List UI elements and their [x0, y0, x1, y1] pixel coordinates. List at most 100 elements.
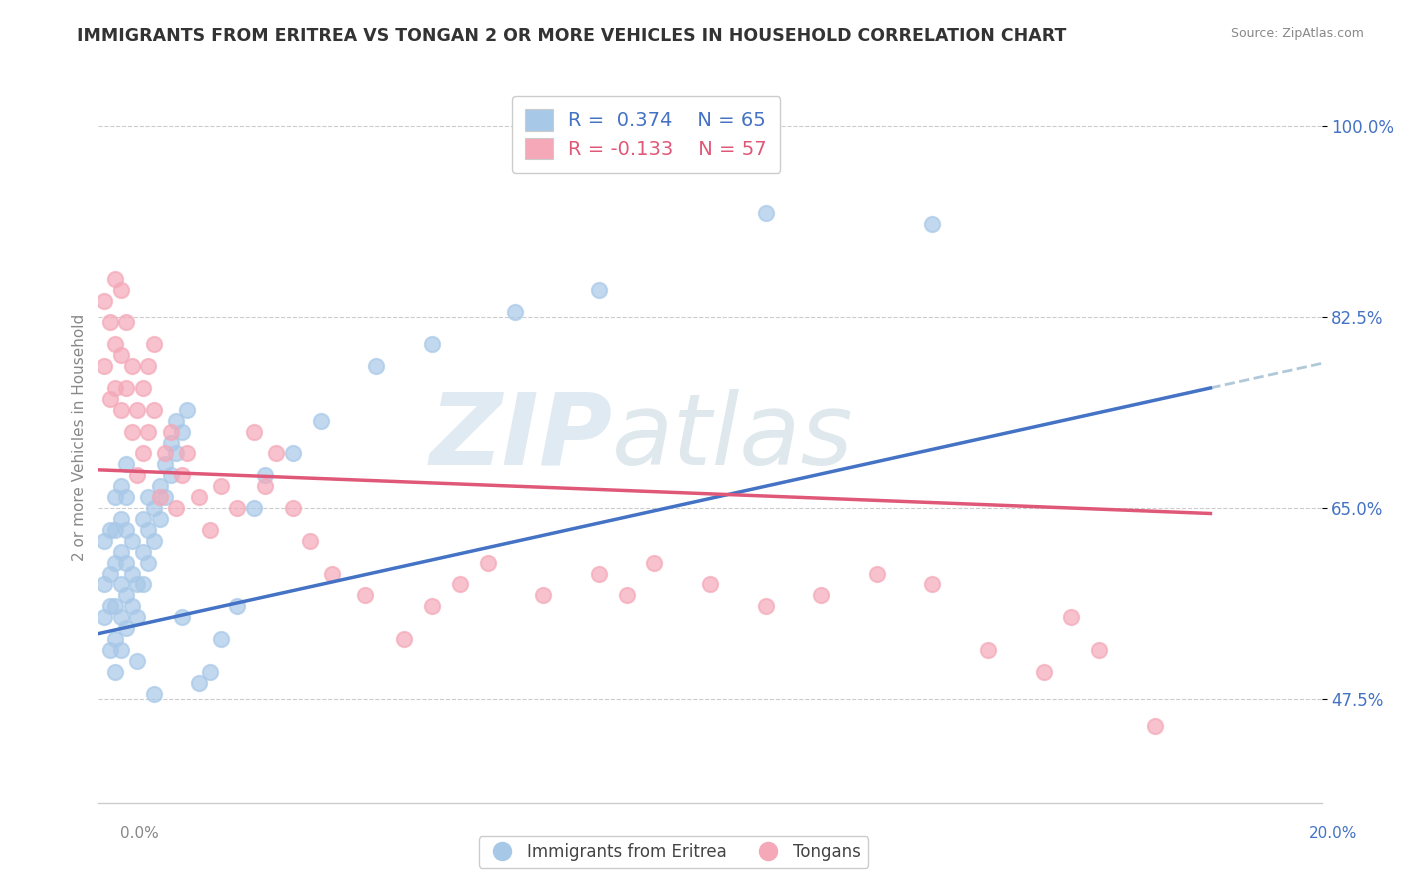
Point: [98, 523, 121, 537]
Point: [254, 479, 277, 493]
Point: [115, 621, 138, 635]
Point: [420, 599, 443, 614]
Point: [110, 283, 132, 297]
Point: [531, 588, 554, 602]
Point: [98, 315, 121, 329]
Point: [93, 359, 115, 373]
Point: [143, 687, 166, 701]
Point: [588, 283, 610, 297]
Point: [132, 446, 155, 460]
Point: [104, 272, 127, 286]
Point: [127, 654, 149, 668]
Point: [98, 566, 121, 581]
Point: [143, 402, 166, 417]
Point: [755, 206, 778, 220]
Point: [115, 523, 138, 537]
Point: [226, 599, 249, 614]
Point: [420, 337, 443, 351]
Point: [127, 402, 149, 417]
Point: [170, 610, 193, 624]
Text: Source: ZipAtlas.com: Source: ZipAtlas.com: [1230, 27, 1364, 40]
Point: [132, 577, 155, 591]
Point: [1088, 643, 1111, 657]
Point: [153, 490, 176, 504]
Point: [104, 381, 127, 395]
Text: 0.0%: 0.0%: [120, 827, 159, 841]
Point: [298, 533, 321, 548]
Point: [110, 512, 132, 526]
Point: [198, 523, 221, 537]
Point: [254, 468, 277, 483]
Point: [187, 675, 209, 690]
Point: [127, 577, 149, 591]
Text: 20.0%: 20.0%: [1309, 827, 1357, 841]
Point: [121, 599, 143, 614]
Point: [209, 632, 232, 646]
Point: [505, 304, 527, 318]
Point: [921, 217, 943, 231]
Point: [93, 533, 115, 548]
Point: [121, 425, 143, 439]
Point: [354, 588, 377, 602]
Point: [93, 610, 115, 624]
Point: [110, 545, 132, 559]
Point: [149, 479, 172, 493]
Point: [643, 556, 665, 570]
Point: [921, 577, 943, 591]
Point: [98, 392, 121, 406]
Point: [149, 512, 172, 526]
Point: [104, 599, 127, 614]
Point: [115, 588, 138, 602]
Point: [132, 545, 155, 559]
Point: [187, 490, 209, 504]
Point: [110, 402, 132, 417]
Point: [143, 533, 166, 548]
Point: [226, 501, 249, 516]
Point: [153, 446, 176, 460]
Point: [281, 501, 304, 516]
Point: [138, 490, 160, 504]
Point: [132, 512, 155, 526]
Point: [104, 490, 127, 504]
Point: [121, 533, 143, 548]
Point: [209, 479, 232, 493]
Point: [243, 425, 266, 439]
Point: [153, 458, 176, 472]
Point: [616, 588, 638, 602]
Point: [176, 402, 198, 417]
Point: [1143, 719, 1166, 733]
Point: [755, 599, 778, 614]
Point: [93, 577, 115, 591]
Point: [1060, 610, 1083, 624]
Point: [170, 468, 193, 483]
Point: [104, 556, 127, 570]
Point: [138, 359, 160, 373]
Y-axis label: 2 or more Vehicles in Household: 2 or more Vehicles in Household: [72, 313, 87, 561]
Point: [165, 501, 187, 516]
Text: IMMIGRANTS FROM ERITREA VS TONGAN 2 OR MORE VEHICLES IN HOUSEHOLD CORRELATION CH: IMMIGRANTS FROM ERITREA VS TONGAN 2 OR M…: [77, 27, 1067, 45]
Point: [699, 577, 721, 591]
Point: [266, 446, 288, 460]
Point: [159, 425, 181, 439]
Point: [132, 381, 155, 395]
Point: [127, 610, 149, 624]
Point: [159, 435, 181, 450]
Text: atlas: atlas: [612, 389, 853, 485]
Point: [110, 610, 132, 624]
Point: [1032, 665, 1054, 679]
Point: [449, 577, 471, 591]
Point: [104, 523, 127, 537]
Point: [115, 556, 138, 570]
Point: [115, 381, 138, 395]
Point: [170, 425, 193, 439]
Point: [110, 643, 132, 657]
Point: [281, 446, 304, 460]
Point: [104, 665, 127, 679]
Point: [810, 588, 832, 602]
Point: [394, 632, 416, 646]
Text: ZIP: ZIP: [429, 389, 612, 485]
Point: [115, 458, 138, 472]
Point: [110, 479, 132, 493]
Point: [93, 293, 115, 308]
Point: [866, 566, 889, 581]
